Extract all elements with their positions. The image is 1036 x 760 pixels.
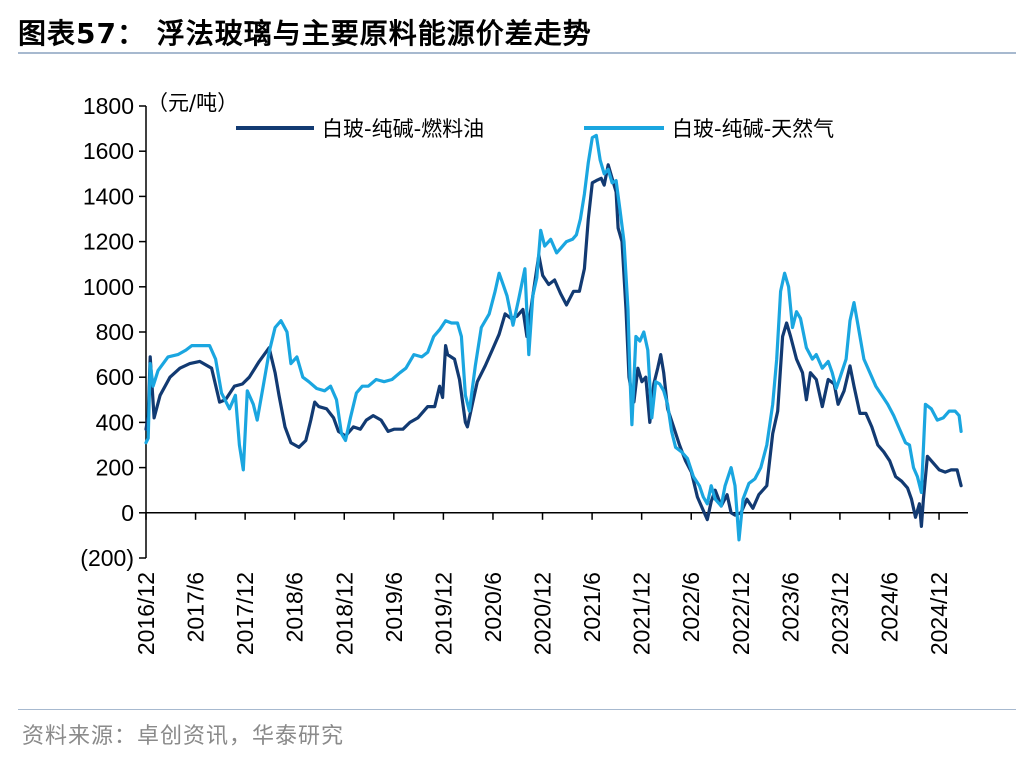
legend-label-natural-gas: 白玻-纯碱-天然气 xyxy=(672,117,834,141)
x-tick-label: 2017/12 xyxy=(232,572,258,655)
series-layer xyxy=(144,133,963,542)
x-tick-label: 2020/12 xyxy=(530,572,556,655)
x-tick-label: 2016/12 xyxy=(133,572,159,655)
series-line-fuel-oil xyxy=(144,163,963,528)
x-tick-label: 2022/6 xyxy=(678,572,704,642)
x-tick-label: 2018/12 xyxy=(331,572,357,655)
legend: 白玻-纯碱-燃料油 白玻-纯碱-天然气 xyxy=(236,117,834,141)
y-axis: (200) 0 200 400 600 800 1000 1200 1400 1600 1800 xyxy=(80,93,147,571)
x-tick-label: 2023/6 xyxy=(777,572,803,642)
x-tick-label: 2023/12 xyxy=(827,572,853,655)
y-tick-label: (200) xyxy=(80,545,134,571)
y-tick-label: 200 xyxy=(96,455,134,481)
y-tick-label: 0 xyxy=(121,500,134,526)
legend-label-fuel-oil: 白玻-纯碱-燃料油 xyxy=(322,117,484,141)
y-tick-label: 600 xyxy=(96,364,134,390)
figure-title: 图表57： 浮法玻璃与主要原料能源价差走势 xyxy=(18,17,592,50)
y-axis-unit-label: （元/吨） xyxy=(147,91,238,115)
y-tick-label: 1400 xyxy=(83,183,134,209)
y-tick-label: 1000 xyxy=(83,274,134,300)
x-axis: 2016/12 2017/6 2017/12 2018/6 2018/12 2019/6 2… xyxy=(133,512,968,655)
source-note: 资料来源：卓创资讯，华泰研究 xyxy=(22,724,345,749)
y-tick-label: 1600 xyxy=(83,138,134,164)
source-divider xyxy=(18,709,1016,710)
y-tick-label: 1800 xyxy=(83,93,134,119)
x-tick-label: 2020/6 xyxy=(480,572,506,642)
series-line-natural-gas xyxy=(144,133,963,542)
x-tick-label: 2024/6 xyxy=(876,572,902,642)
x-tick-label: 2017/6 xyxy=(183,572,209,642)
x-tick-label: 2024/12 xyxy=(926,572,952,655)
x-tick-label: 2021/6 xyxy=(579,572,605,642)
x-tick-label: 2019/6 xyxy=(381,572,407,642)
y-tick-label: 400 xyxy=(96,409,134,435)
y-tick-label: 800 xyxy=(96,319,134,345)
x-tick-label: 2022/12 xyxy=(728,572,754,655)
title-divider xyxy=(18,52,1016,54)
x-tick-label: 2021/12 xyxy=(629,572,655,655)
price-spread-line-chart: (200) 0 200 400 600 800 1000 1200 1400 1600 1800 2… xyxy=(80,91,968,655)
x-tick-label: 2019/12 xyxy=(430,572,456,655)
y-tick-label: 1200 xyxy=(83,229,134,255)
x-tick-label: 2018/6 xyxy=(282,572,308,642)
